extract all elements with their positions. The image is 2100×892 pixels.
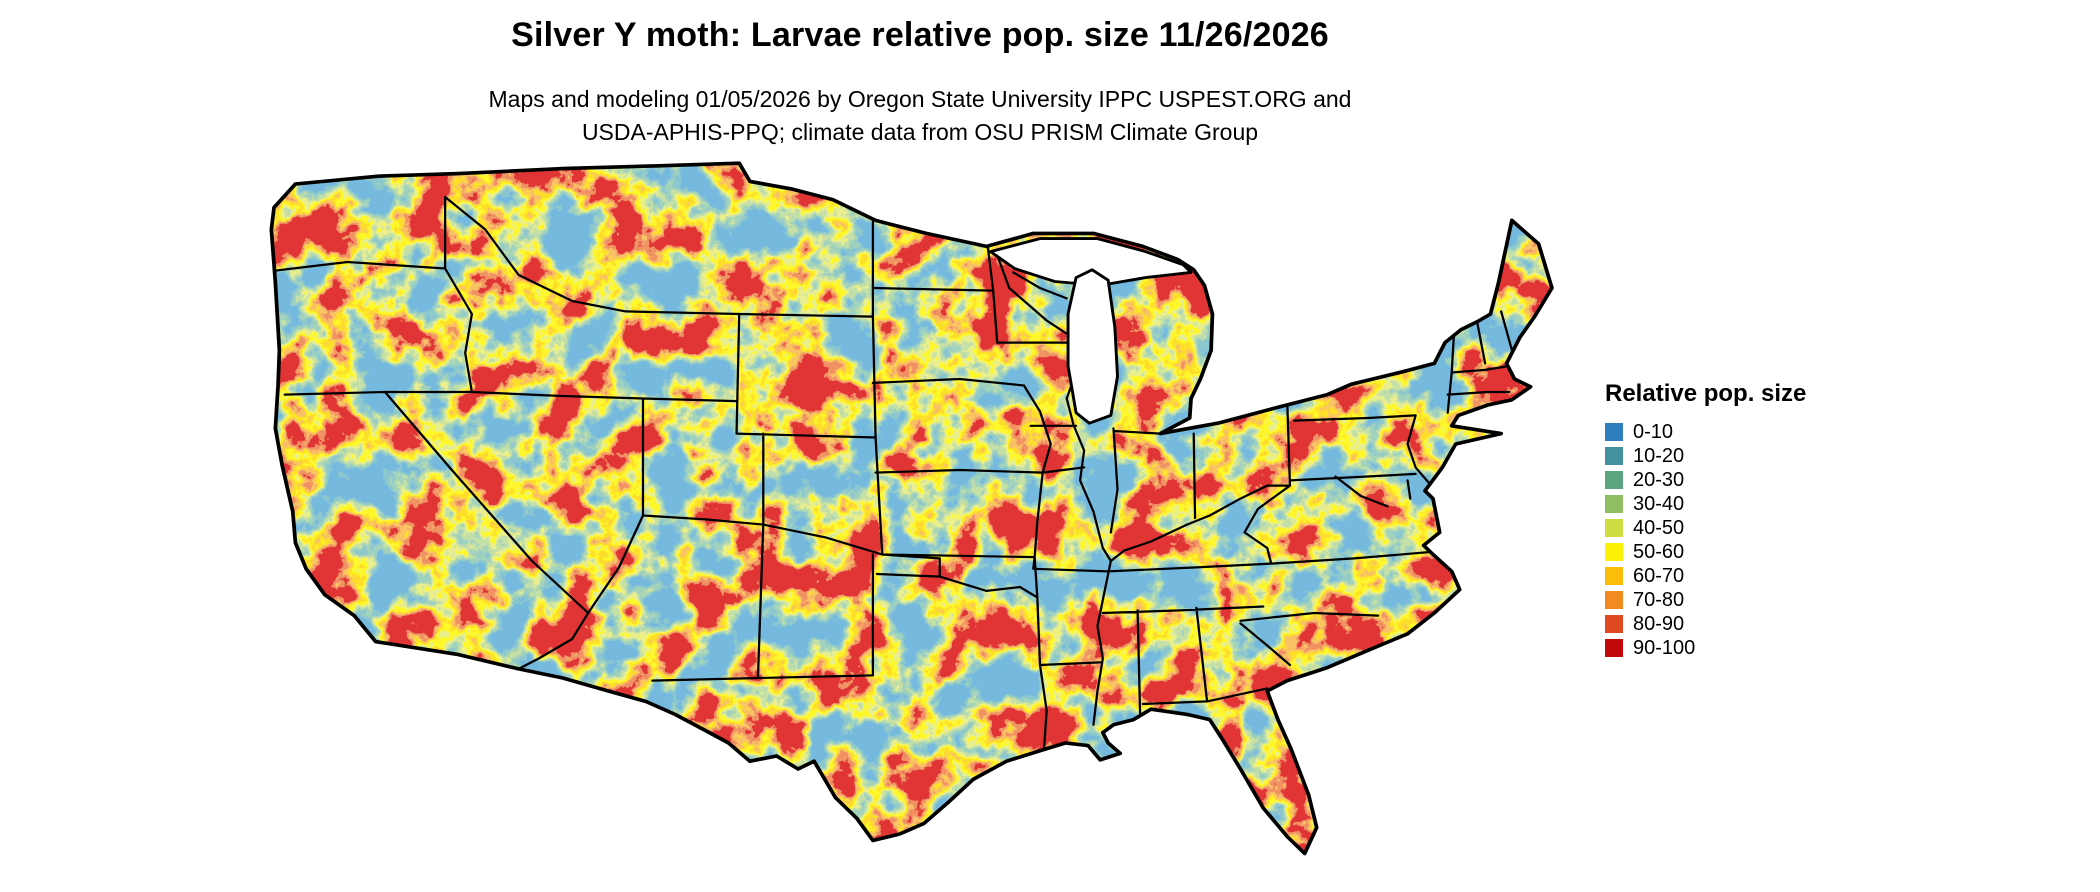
legend-color-swatch: [1605, 567, 1623, 585]
legend-color-swatch: [1605, 423, 1623, 441]
legend-row: 70-80: [1605, 588, 1925, 612]
legend-color-swatch: [1605, 495, 1623, 513]
lake-superior: [989, 237, 1193, 287]
legend-label: 50-60: [1633, 540, 1685, 563]
legend-label: 70-80: [1633, 588, 1685, 611]
legend-color-swatch: [1605, 591, 1623, 609]
subtitle-line-1: Maps and modeling 01/05/2026 by Oregon S…: [488, 86, 1352, 112]
subtitle-line-2: USDA-APHIS-PPQ; climate data from OSU PR…: [581, 119, 1259, 145]
legend-label: 0-10: [1633, 420, 1674, 443]
legend-label: 20-30: [1633, 468, 1685, 491]
legend-row: 90-100: [1605, 636, 1925, 660]
legend-row: 10-20: [1605, 444, 1925, 468]
legend-color-swatch: [1605, 615, 1623, 633]
us-outline: [269, 161, 1554, 856]
legend-label: 40-50: [1633, 516, 1685, 539]
legend-row: 30-40: [1605, 492, 1925, 516]
legend-label: 80-90: [1633, 612, 1685, 635]
legend-label: 30-40: [1633, 492, 1685, 515]
legend-color-swatch: [1605, 471, 1623, 489]
legend-label: 60-70: [1633, 564, 1685, 587]
lake-michigan: [1066, 268, 1119, 425]
legend-color-swatch: [1605, 447, 1623, 465]
legend: Relative pop. size 0-10 10-20 20-30 30-4…: [1605, 380, 1925, 660]
legend-color-swatch: [1605, 639, 1623, 657]
state-borders-east: [994, 250, 1516, 726]
legend-row: 0-10: [1605, 420, 1925, 444]
legend-color-swatch: [1605, 519, 1623, 537]
state-borders-plains: [871, 182, 1110, 751]
state-borders: [271, 182, 1516, 751]
us-choropleth-map: [258, 158, 1568, 886]
legend-label: 90-100: [1633, 636, 1696, 659]
map-raster: [271, 163, 1552, 854]
legend-color-swatch: [1605, 543, 1623, 561]
legend-row: 60-70: [1605, 564, 1925, 588]
legend-row: 50-60: [1605, 540, 1925, 564]
state-borders-west: [271, 189, 884, 682]
header: Silver Y moth: Larvae relative pop. size…: [0, 16, 1840, 149]
page-subtitle: Maps and modeling 01/05/2026 by Oregon S…: [0, 83, 1840, 149]
legend-row: 80-90: [1605, 612, 1925, 636]
legend-label: 10-20: [1633, 444, 1685, 467]
legend-row: 40-50: [1605, 516, 1925, 540]
legend-title: Relative pop. size: [1605, 380, 1807, 407]
legend-row: 20-30: [1605, 468, 1925, 492]
page-title: Silver Y moth: Larvae relative pop. size…: [511, 16, 1329, 54]
map-svg: [269, 161, 1554, 856]
